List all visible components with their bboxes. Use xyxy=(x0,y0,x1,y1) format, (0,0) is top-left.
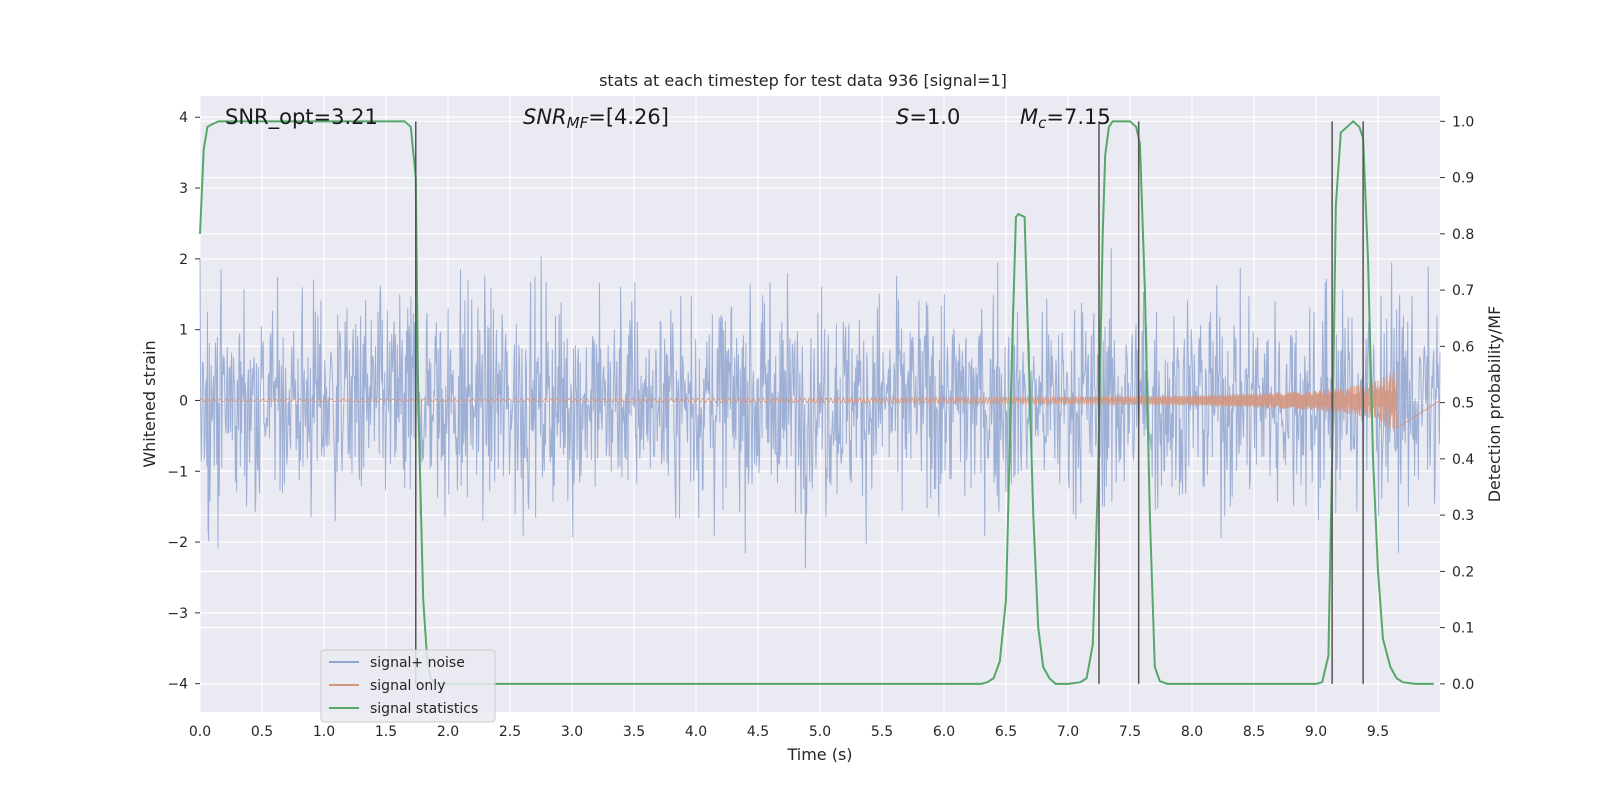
y-right-tick-label: 1.0 xyxy=(1452,114,1474,130)
series-line-signal-noise xyxy=(199,248,1441,569)
y-tick-label: 2 xyxy=(179,252,188,268)
y-right-tick-label: 0.1 xyxy=(1452,621,1474,637)
annotation-snr-mf-sub: MF xyxy=(567,114,589,132)
y-axis-ticks: 4 3 2 1 0 −1 −2 −3 −4 xyxy=(167,110,200,693)
x-tick-label: 1.5 xyxy=(375,724,397,740)
series-signal-noise xyxy=(199,248,1441,569)
annotation-mc-sub: c xyxy=(1038,114,1047,132)
x-tick-label: 5.5 xyxy=(871,724,893,740)
x-axis-ticks: 0.0 0.5 1.0 1.5 2.0 2.5 3.0 3.5 4.0 4.5 5.0 5.5 6.0 6… xyxy=(189,724,1389,740)
y-right-tick-label: 0.2 xyxy=(1452,564,1474,580)
x-tick-label: 4.0 xyxy=(685,724,707,740)
x-tick-label: 9.5 xyxy=(1367,724,1389,740)
x-tick-label: 3.5 xyxy=(623,724,645,740)
y-tick-label: 1 xyxy=(179,323,188,339)
x-tick-label: 6.5 xyxy=(995,724,1017,740)
y-right-axis-label: Detection probability/MF xyxy=(1485,306,1504,503)
y-tick-label: −4 xyxy=(167,677,188,693)
y-right-tick-label: 0.4 xyxy=(1452,452,1474,468)
y-right-tick-label: 0.0 xyxy=(1452,677,1474,693)
annotation-s-val: =1.0 xyxy=(909,105,960,129)
x-tick-label: 9.0 xyxy=(1305,724,1327,740)
vertical-markers xyxy=(415,121,1364,684)
y-right-tick-label: 0.7 xyxy=(1452,283,1474,299)
y-tick-label: 3 xyxy=(179,181,188,197)
x-tick-label: 8.5 xyxy=(1243,724,1265,740)
annotation-snr-mf-val: =[4.26] xyxy=(588,105,669,129)
legend-label-signal-noise: signal+ noise xyxy=(370,655,465,671)
chart-title: stats at each timestep for test data 936… xyxy=(599,71,1007,90)
x-tick-label: 0.5 xyxy=(251,724,273,740)
annotation-snr-mf: SNRMF=[4.26] xyxy=(523,105,669,132)
y-right-tick-label: 0.3 xyxy=(1452,508,1474,524)
annotation-mc-val: =7.15 xyxy=(1046,105,1110,129)
annotation-mc-var: M xyxy=(1020,105,1038,129)
y-axis-label: Whitened strain xyxy=(140,340,159,467)
x-tick-label: 0.0 xyxy=(189,724,211,740)
annotation-mc: Mc=7.15 xyxy=(1020,105,1111,132)
y-tick-label: 4 xyxy=(179,110,188,126)
x-axis-label: Time (s) xyxy=(786,745,852,764)
y-right-tick-label: 0.6 xyxy=(1452,339,1474,355)
y-tick-label: −1 xyxy=(167,464,188,480)
annotation-s: S=1.0 xyxy=(896,105,960,129)
series-line-signal-statistics xyxy=(199,119,1434,685)
annotation-snr-mf-var: SNR xyxy=(523,105,567,129)
y-right-tick-label: 0.8 xyxy=(1452,227,1474,243)
legend-label-signal-only: signal only xyxy=(370,678,445,694)
y-tick-label: 0 xyxy=(179,393,188,409)
x-tick-label: 6.0 xyxy=(933,724,955,740)
annotation-snr-opt: SNR_opt=3.21 xyxy=(225,105,378,130)
y-right-tick-label: 0.5 xyxy=(1452,396,1474,412)
x-tick-label: 8.0 xyxy=(1181,724,1203,740)
series-signal-statistics xyxy=(199,119,1434,685)
x-tick-label: 2.5 xyxy=(499,724,521,740)
x-tick-label: 2.0 xyxy=(437,724,459,740)
y-tick-label: −3 xyxy=(167,606,188,622)
x-tick-label: 1.0 xyxy=(313,724,335,740)
series-signal-only xyxy=(199,368,1441,432)
legend: signal+ noise signal only signal statist… xyxy=(320,649,496,723)
x-tick-label: 7.0 xyxy=(1057,724,1079,740)
legend-label-signal-statistics: signal statistics xyxy=(370,701,478,717)
x-tick-label: 4.5 xyxy=(747,724,769,740)
series-line-signal-only xyxy=(199,368,1441,432)
y-tick-label: −2 xyxy=(167,535,188,551)
y-right-axis-ticks: 1.0 0.9 0.8 0.7 0.6 0.5 0.4 0.3 0.2 0.1 0.0 xyxy=(1440,114,1474,693)
x-tick-label: 5.0 xyxy=(809,724,831,740)
x-tick-label: 3.0 xyxy=(561,724,583,740)
y-right-tick-label: 0.9 xyxy=(1452,171,1474,187)
x-tick-label: 7.5 xyxy=(1119,724,1141,740)
annotation-s-var: S xyxy=(896,105,909,129)
